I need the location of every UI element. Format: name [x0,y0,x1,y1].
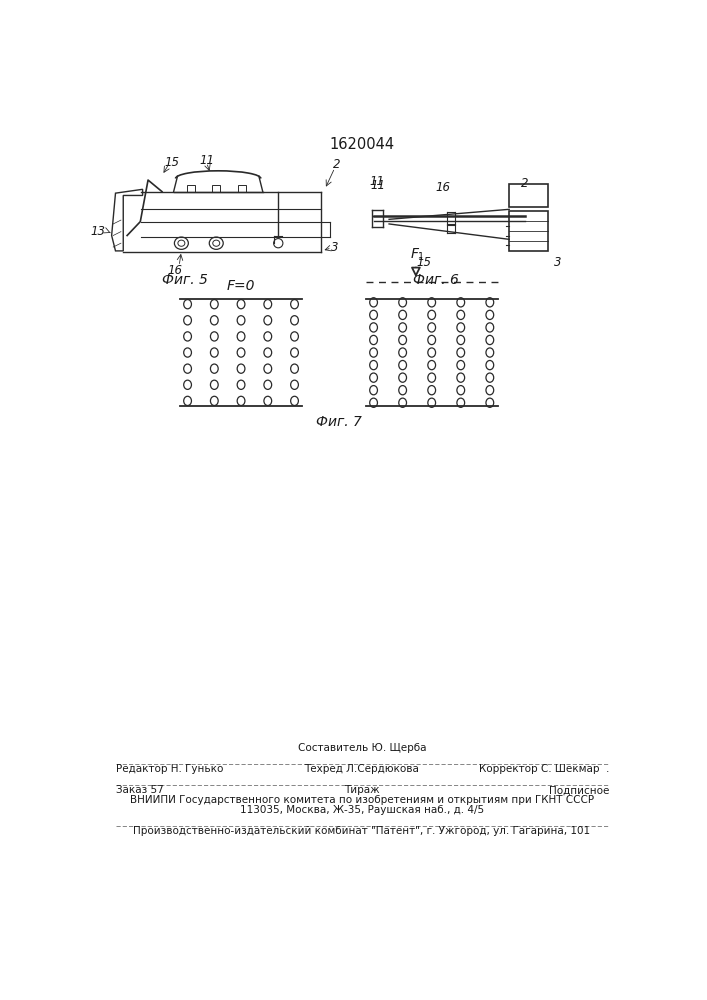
Text: Тираж: Тираж [344,785,380,795]
Text: 113035, Москва, Ж-35, Раушская наб., д. 4/5: 113035, Москва, Ж-35, Раушская наб., д. … [240,805,484,815]
Text: Фиг. 5: Фиг. 5 [163,273,208,287]
Text: 13: 13 [90,225,105,238]
Text: 2: 2 [521,177,528,190]
Text: Техред Л.Сердюкова: Техред Л.Сердюкова [305,764,419,774]
Bar [187,185,194,192]
Text: Редактор Н. Гунько: Редактор Н. Гунько [115,764,223,774]
Text: 2: 2 [332,158,340,171]
Text: 15: 15 [416,256,431,269]
Text: ВНИИПИ Государственного комитета по изобретениям и открытиям при ГКНТ СССР: ВНИИПИ Государственного комитета по изоб… [130,795,594,805]
Bar [238,185,246,192]
Text: Корректор С. Шекмар  .: Корректор С. Шекмар . [479,764,609,774]
Text: Фиг. 6: Фиг. 6 [413,273,459,287]
Text: F=0: F=0 [227,279,255,293]
Text: 11: 11 [199,154,214,167]
Text: Производственно-издательский комбинат "Патент", г. Ужгород, ул. Гагарина, 101: Производственно-издательский комбинат "П… [134,826,590,836]
Text: 11: 11 [370,179,385,192]
Bar [509,184,548,207]
Text: 11: 11 [369,175,384,188]
Text: Фиг. 7: Фиг. 7 [316,415,362,429]
Bar [212,185,220,192]
Text: 15: 15 [165,156,180,169]
Text: 1620044: 1620044 [329,137,395,152]
Bar [509,211,548,251]
Text: 3: 3 [331,241,339,254]
Text: Заказ 57: Заказ 57 [115,785,163,795]
Text: 16: 16 [436,181,451,194]
Text: 3: 3 [554,256,561,269]
Text: 16: 16 [168,264,182,277]
Text: Подписное: Подписное [549,785,609,795]
Text: $F_1$: $F_1$ [410,247,425,263]
Text: Составитель Ю. Щерба: Составитель Ю. Щерба [298,743,426,753]
